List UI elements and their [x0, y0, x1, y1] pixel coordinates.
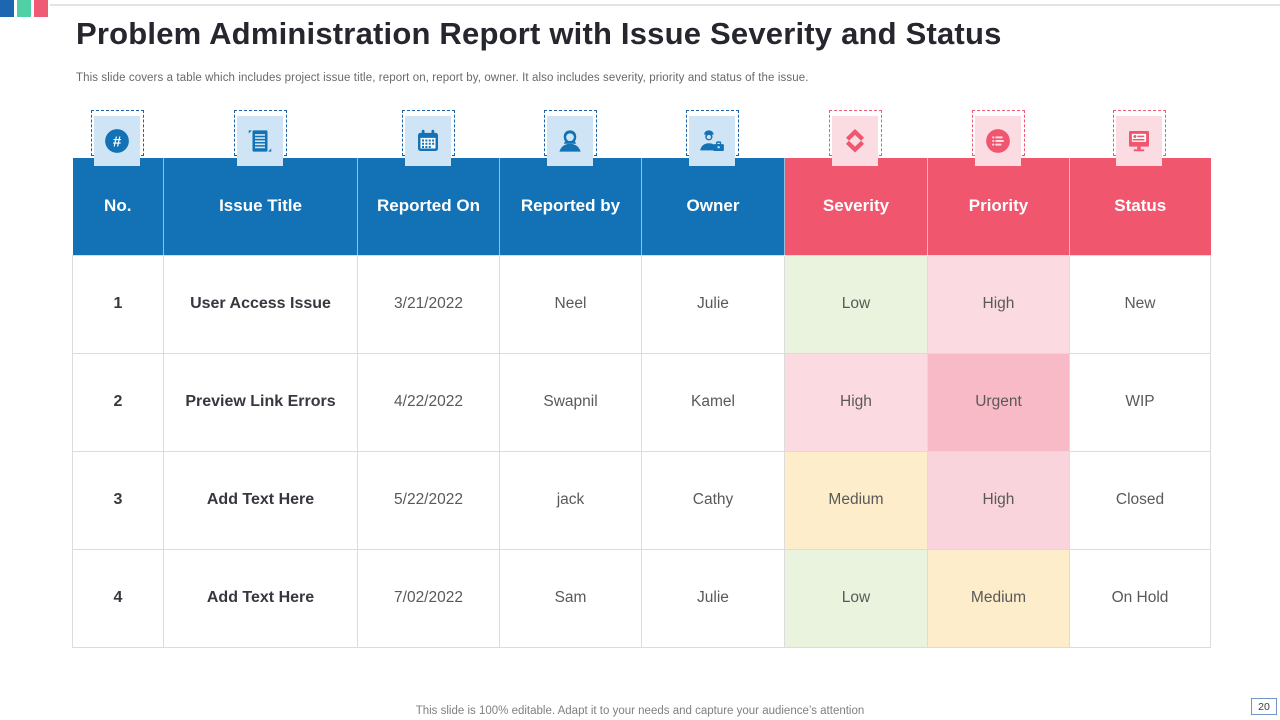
- table-row: 1 User Access Issue 3/21/2022 Neel Julie…: [72, 254, 1211, 354]
- col-header-priority: Priority: [927, 158, 1070, 255]
- decor-square-pink: [34, 0, 48, 17]
- page-number-badge: 20: [1251, 698, 1277, 715]
- cell-status: Closed: [1069, 450, 1211, 550]
- cell-owner: Julie: [641, 254, 785, 354]
- svg-text:#: #: [113, 133, 122, 150]
- col-header-severity: Severity: [784, 158, 928, 255]
- column-icon-issue-title: [232, 110, 288, 168]
- table-row: 2 Preview Link Errors 4/22/2022 Swapnil …: [72, 352, 1211, 452]
- cell-reported-by: Sam: [499, 548, 642, 648]
- person-icon: [547, 116, 593, 166]
- cell-priority: Urgent: [927, 352, 1070, 452]
- priority-list-icon: [975, 116, 1021, 166]
- sort-arrows-icon: [832, 116, 878, 166]
- cell-owner: Cathy: [641, 450, 785, 550]
- column-icon-owner: [684, 110, 740, 168]
- column-icon-reported-on: [400, 110, 456, 168]
- page-title: Problem Administration Report with Issue…: [76, 16, 1002, 51]
- document-icon: [237, 116, 283, 166]
- col-header-reported-by: Reported by: [499, 158, 642, 255]
- footer-note: This slide is 100% editable. Adapt it to…: [415, 705, 865, 717]
- cell-priority: Medium: [927, 548, 1070, 648]
- cell-priority: High: [927, 254, 1070, 354]
- cell-severity: High: [784, 352, 928, 452]
- issue-report-table: No. Issue Title Reported On Reported by …: [72, 158, 1211, 648]
- cell-status: On Hold: [1069, 548, 1211, 648]
- col-header-no: No.: [72, 158, 164, 255]
- header-row: No. Issue Title Reported On Reported by …: [72, 158, 1211, 255]
- cell-priority: High: [927, 450, 1070, 550]
- column-icon-priority: [970, 110, 1026, 168]
- cell-reported-by: Swapnil: [499, 352, 642, 452]
- cell-severity: Medium: [784, 450, 928, 550]
- cell-issue-title: Add Text Here: [163, 450, 358, 550]
- table-row: 3 Add Text Here 5/22/2022 jack Cathy Med…: [72, 450, 1211, 550]
- top-divider: [50, 4, 1280, 6]
- worker-icon: [689, 116, 735, 166]
- cell-reported-on: 3/21/2022: [357, 254, 500, 354]
- cell-reported-on: 7/02/2022: [357, 548, 500, 648]
- cell-status: WIP: [1069, 352, 1211, 452]
- cell-reported-on: 5/22/2022: [357, 450, 500, 550]
- cell-severity: Low: [784, 548, 928, 648]
- col-header-owner: Owner: [641, 158, 785, 255]
- col-header-issue-title: Issue Title: [163, 158, 358, 255]
- cell-no: 3: [72, 450, 164, 550]
- cell-issue-title: User Access Issue: [163, 254, 358, 354]
- column-icon-status: [1111, 110, 1167, 168]
- cell-status: New: [1069, 254, 1211, 354]
- cell-owner: Julie: [641, 548, 785, 648]
- corner-decor: [0, 0, 48, 17]
- page-subtitle: This slide covers a table which includes…: [76, 72, 809, 84]
- cell-issue-title: Preview Link Errors: [163, 352, 358, 452]
- hash-icon: #: [94, 116, 140, 166]
- cell-no: 2: [72, 352, 164, 452]
- column-icon-severity: [827, 110, 883, 168]
- col-header-reported-on: Reported On: [357, 158, 500, 255]
- cell-no: 4: [72, 548, 164, 648]
- column-icon-reported-by: [542, 110, 598, 168]
- decor-square-teal: [17, 0, 31, 17]
- calendar-icon: [405, 116, 451, 166]
- cell-severity: Low: [784, 254, 928, 354]
- cell-issue-title: Add Text Here: [163, 548, 358, 648]
- col-header-status: Status: [1069, 158, 1211, 255]
- cell-reported-by: jack: [499, 450, 642, 550]
- cell-reported-on: 4/22/2022: [357, 352, 500, 452]
- cell-no: 1: [72, 254, 164, 354]
- cell-reported-by: Neel: [499, 254, 642, 354]
- column-icon-no: #: [89, 110, 145, 168]
- decor-square-blue: [0, 0, 14, 17]
- table-row: 4 Add Text Here 7/02/2022 Sam Julie Low …: [72, 548, 1211, 648]
- monitor-icon: [1116, 116, 1162, 166]
- cell-owner: Kamel: [641, 352, 785, 452]
